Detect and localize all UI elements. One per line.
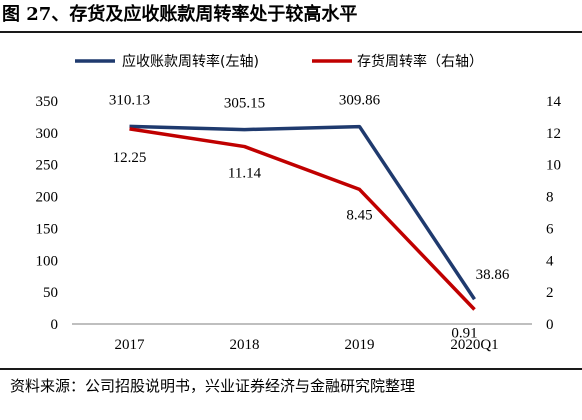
left-y-tick-label: 250	[36, 158, 59, 174]
x-tick-label: 2017	[115, 337, 146, 353]
x-tick-label: 2020Q1	[450, 337, 498, 353]
right-y-tick-label: 4	[546, 253, 554, 269]
inventory-data-label: 8.45	[346, 207, 372, 223]
line-chart: 应收账款周转率(左轴) 存货周转率（右轴） 2017 2018 2019 2020Q10…	[36, 53, 562, 353]
legend-label-inventory: 存货周转率（右轴）	[357, 53, 483, 70]
x-tick-label: 2018	[230, 337, 260, 353]
left-y-tick-label: 300	[36, 126, 59, 142]
legend-label-receivables: 应收账款周转率(左轴)	[122, 53, 259, 70]
figure-title: 图 27、存货及应收账款周转率处于较高水平	[2, 4, 358, 25]
left-y-tick-label: 100	[36, 253, 59, 269]
source-note: 资料来源：公司招股说明书，兴业证券经济与金融研究院整理	[10, 377, 416, 395]
receivables-data-label: 310.13	[109, 92, 150, 108]
chart-series	[129, 124, 476, 311]
receivables-data-label: 309.86	[339, 93, 381, 109]
left-y-tick-label: 0	[51, 317, 59, 333]
right-y-tick-label: 10	[546, 158, 561, 174]
inventory-data-label: 11.14	[228, 166, 262, 182]
inventory-data-label: 0.91	[451, 326, 477, 342]
right-y-tick-label: 0	[546, 317, 554, 333]
receivables-data-label: 38.86	[476, 267, 510, 283]
right-y-tick-label: 6	[546, 221, 554, 237]
receivables-turnover-line	[129, 124, 476, 301]
source-divider	[0, 368, 582, 370]
right-y-tick-label: 2	[546, 285, 554, 301]
title-divider	[0, 31, 582, 33]
chart-data-labels: 310.13 305.15 309.86 38.86 12.25 11.14 8.45 0.9…	[109, 92, 510, 341]
chart-legend: 应收账款周转率(左轴) 存货周转率（右轴）	[75, 53, 483, 70]
left-y-tick-label: 200	[36, 190, 59, 206]
inventory-data-label: 12.25	[113, 150, 147, 166]
right-y-tick-label: 8	[546, 190, 554, 206]
right-y-tick-label: 14	[546, 94, 562, 110]
x-tick-label: 2019	[345, 337, 375, 353]
left-y-tick-label: 350	[36, 94, 59, 110]
chart-axes: 2017 2018 2019 2020Q10501001502002503003500…	[36, 94, 562, 353]
right-y-tick-label: 12	[546, 126, 561, 142]
receivables-data-label: 305.15	[224, 96, 265, 112]
left-y-tick-label: 50	[43, 285, 58, 301]
inventory-turnover-line	[129, 127, 476, 311]
left-y-tick-label: 150	[36, 221, 59, 237]
